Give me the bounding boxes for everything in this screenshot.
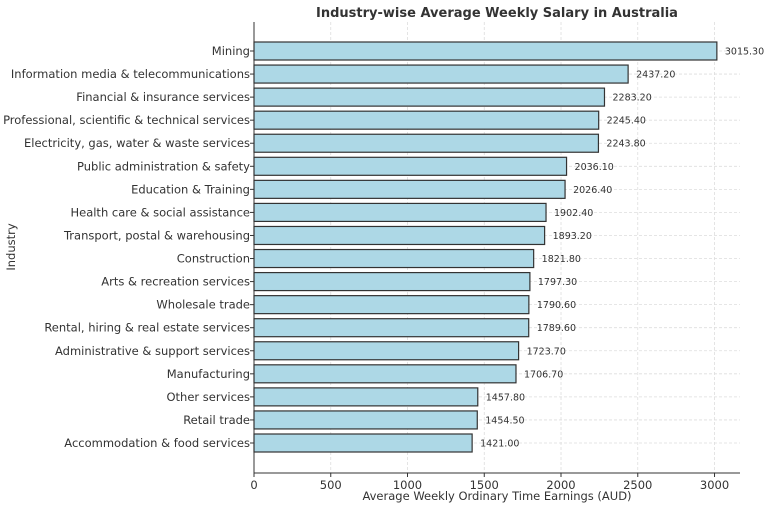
bar bbox=[253, 318, 530, 338]
data-label: 2036.10 bbox=[575, 162, 614, 173]
data-label: 2243.80 bbox=[606, 139, 645, 150]
bar bbox=[253, 156, 568, 176]
y-tick-label: Electricity, gas, water & waste services bbox=[24, 136, 250, 150]
data-label: 2026.40 bbox=[573, 185, 612, 196]
y-tick-label: Public administration & safety bbox=[77, 159, 250, 173]
y-tick-label: Transport, postal & warehousing bbox=[63, 228, 250, 242]
bar bbox=[253, 433, 473, 453]
bar bbox=[253, 179, 566, 199]
data-label: 2283.20 bbox=[612, 93, 651, 104]
data-label: 2437.20 bbox=[636, 70, 675, 81]
data-label: 1421.00 bbox=[480, 439, 519, 450]
x-tick-label: 3000 bbox=[700, 478, 729, 492]
data-label: 1902.40 bbox=[554, 208, 593, 219]
bar bbox=[253, 202, 547, 223]
bar bbox=[253, 295, 530, 315]
bar bbox=[253, 133, 600, 153]
y-tick-label: Education & Training bbox=[131, 182, 250, 196]
y-tick-label: Accommodation & food services bbox=[64, 436, 250, 450]
bar bbox=[253, 271, 531, 292]
data-label: 1706.70 bbox=[524, 369, 563, 380]
y-tick-label: Administrative & support services bbox=[55, 344, 250, 358]
data-label: 1454.50 bbox=[485, 415, 524, 426]
bar bbox=[253, 225, 546, 246]
y-tick-label: Professional, scientific & technical ser… bbox=[3, 113, 250, 127]
x-axis-label: Average Weekly Ordinary Time Earnings (A… bbox=[362, 489, 631, 503]
x-tick-label: 1000 bbox=[393, 478, 422, 492]
data-label: 1821.80 bbox=[542, 254, 581, 265]
bar bbox=[253, 341, 520, 361]
data-label: 3015.30 bbox=[725, 47, 764, 58]
y-tick-label: Wholesale trade bbox=[156, 298, 250, 312]
y-tick-label: Arts & recreation services bbox=[101, 275, 250, 289]
bar bbox=[253, 41, 718, 61]
y-axis-label: Industry bbox=[4, 223, 18, 270]
y-tick-label: Rental, hiring & real estate services bbox=[44, 321, 250, 335]
bar bbox=[253, 410, 478, 430]
y-tick-label: Construction bbox=[177, 252, 250, 266]
data-label: 1789.60 bbox=[537, 323, 576, 334]
data-label: 1790.60 bbox=[537, 300, 576, 311]
x-tick-label: 500 bbox=[320, 478, 342, 492]
y-tick-label: Other services bbox=[167, 390, 251, 404]
data-label: 2245.40 bbox=[607, 116, 646, 127]
y-tick-label: Financial & insurance services bbox=[76, 90, 250, 104]
bar bbox=[253, 248, 535, 269]
data-label: 1723.70 bbox=[527, 346, 566, 357]
data-label: 1457.80 bbox=[486, 392, 525, 403]
data-label: 1797.30 bbox=[538, 277, 577, 288]
y-tick-label: Information media & telecommunications bbox=[11, 67, 250, 81]
x-tick-label: 2500 bbox=[623, 478, 652, 492]
y-tick-label: Health care & social assistance bbox=[70, 205, 250, 219]
x-tick-label: 1500 bbox=[470, 478, 499, 492]
bar bbox=[253, 110, 600, 130]
bar bbox=[253, 364, 517, 384]
chart-title: Industry-wise Average Weekly Salary in A… bbox=[316, 6, 678, 21]
y-tick-label: Retail trade bbox=[183, 413, 250, 427]
bar bbox=[253, 87, 606, 107]
y-tick-label: Manufacturing bbox=[167, 367, 250, 381]
bar bbox=[253, 387, 479, 407]
data-label: 1893.20 bbox=[553, 231, 592, 242]
x-tick-label: 2000 bbox=[546, 478, 575, 492]
bar bbox=[253, 64, 629, 84]
y-tick-label: Mining bbox=[212, 44, 250, 58]
x-tick-label: 0 bbox=[250, 478, 257, 492]
